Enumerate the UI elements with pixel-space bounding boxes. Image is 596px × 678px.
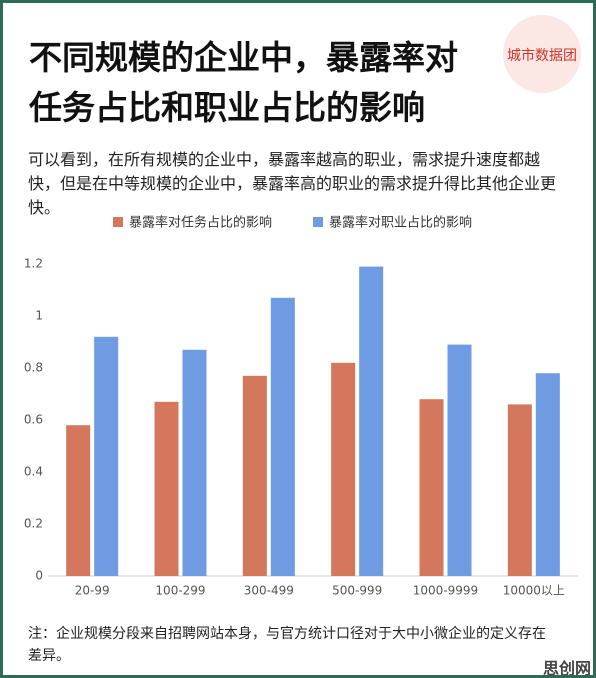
bar [94,336,119,576]
bar [66,425,91,576]
y-tick-label: 0.2 [24,517,43,531]
chart-subtitle: 可以看到，在所有规模的企业中，暴露率越高的职业，需求提升速度都越快，但是在中等规… [28,150,557,217]
site-mark: 思创网 [543,659,592,678]
y-tick-label: 1.2 [24,257,43,271]
y-tick-label: 0.4 [24,465,43,479]
y-tick-label: 1 [35,309,43,323]
bar [270,297,295,576]
x-tick-label: 500-999 [332,584,382,598]
x-tick-label: 1000-9999 [413,584,478,598]
y-tick-label: 0.8 [24,361,43,375]
bar [154,401,179,576]
chart-title: 不同规模的企业中，暴露率对任务占比和职业占比的影响 [29,38,458,127]
bar [331,362,356,576]
legend-swatch [113,217,123,227]
note: 注：企业规模分段来自招聘网站本身，与官方统计口径对于大中小微企业的定义存在差异。 [28,626,546,664]
legend-label: 暴露率对职业占比的影响 [329,215,472,231]
x-tick-label: 100-299 [155,584,205,598]
y-tick-label: 0 [35,569,43,583]
y-tick-label: 0.6 [24,413,43,427]
bar [359,266,384,576]
bar [182,349,207,576]
bar [419,399,444,576]
x-tick-label: 20-99 [75,584,110,598]
bar [507,404,532,576]
bar [535,373,560,576]
bar [447,344,472,576]
bar [242,375,267,576]
watermark-badge [503,15,581,93]
legend-label: 暴露率对任务占比的影响 [129,215,272,231]
x-tick-label: 10000以上 [503,584,565,598]
chart: 0 0.2 0.4 0.6 0.8 1 1.2 暴露率对任务占比的影响 暴露率对职业占比的影响 2… [24,215,578,598]
x-tick-label: 300-499 [244,584,294,598]
watermark: 城市数据团 [507,48,577,64]
legend-swatch [313,217,323,227]
